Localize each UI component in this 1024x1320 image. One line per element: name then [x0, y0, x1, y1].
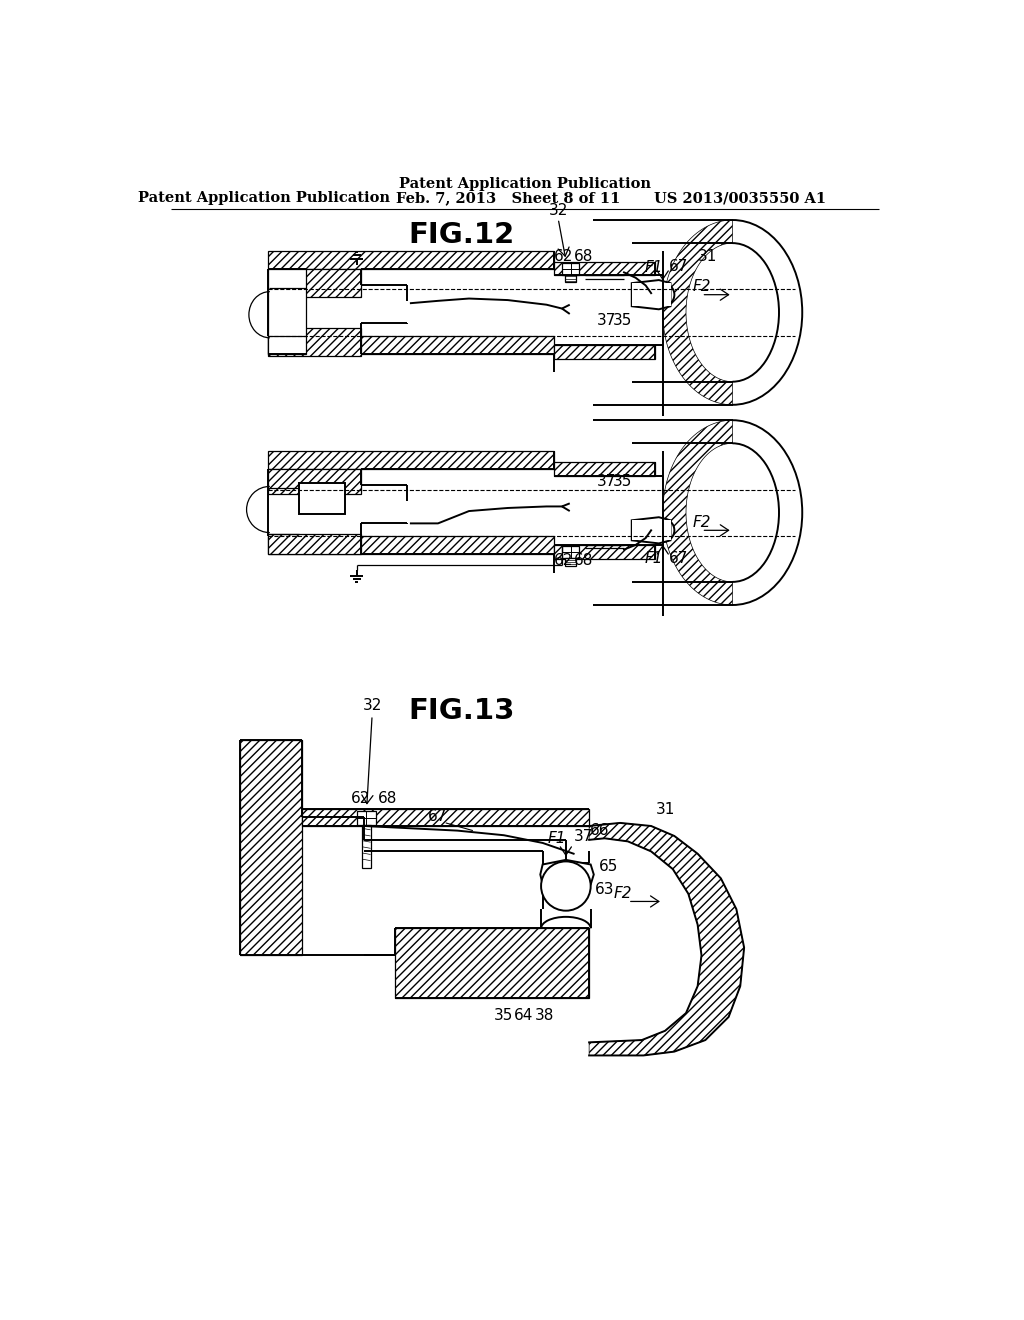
Polygon shape — [663, 220, 732, 405]
Text: 32: 32 — [362, 698, 382, 713]
Polygon shape — [541, 859, 594, 888]
Text: FIG.12: FIG.12 — [409, 222, 514, 249]
Text: F2: F2 — [692, 515, 711, 531]
Text: 37: 37 — [597, 313, 616, 327]
Text: F1: F1 — [644, 552, 663, 566]
Text: 67: 67 — [669, 259, 688, 273]
Text: FIG.13: FIG.13 — [408, 697, 514, 725]
Bar — [632, 520, 671, 540]
Bar — [356, 812, 376, 825]
Bar — [554, 345, 655, 359]
Text: 64: 64 — [514, 1008, 532, 1023]
Polygon shape — [632, 517, 671, 544]
Text: US 2013/0035550 A1: US 2013/0035550 A1 — [654, 191, 826, 206]
Text: 37: 37 — [574, 829, 593, 845]
Polygon shape — [632, 280, 671, 309]
Circle shape — [541, 862, 591, 911]
Text: 31: 31 — [698, 249, 718, 264]
Text: 63: 63 — [595, 882, 614, 898]
Text: 62: 62 — [554, 553, 573, 568]
Bar — [554, 462, 655, 475]
Bar — [302, 809, 589, 826]
Bar — [299, 483, 345, 513]
Bar — [267, 327, 360, 355]
Text: 37: 37 — [597, 474, 616, 490]
Bar — [565, 275, 575, 282]
Bar — [267, 535, 360, 554]
Text: 35: 35 — [612, 313, 632, 327]
Bar — [554, 545, 655, 558]
Text: F1: F1 — [547, 830, 566, 846]
Text: 32: 32 — [549, 203, 568, 218]
Bar — [395, 928, 589, 998]
Bar — [267, 536, 554, 554]
Bar — [632, 284, 671, 306]
Text: 65: 65 — [599, 859, 618, 874]
Text: F2: F2 — [613, 886, 632, 902]
Text: 31: 31 — [655, 801, 675, 817]
Text: 35: 35 — [495, 1008, 514, 1023]
Text: 35: 35 — [612, 474, 632, 490]
Bar — [267, 269, 360, 297]
Circle shape — [651, 519, 675, 541]
Text: Feb. 7, 2013   Sheet 8 of 11: Feb. 7, 2013 Sheet 8 of 11 — [395, 191, 620, 206]
Bar — [554, 261, 655, 276]
Text: 68: 68 — [574, 553, 593, 568]
Bar — [267, 269, 306, 354]
Bar — [241, 739, 302, 956]
Text: 68: 68 — [574, 249, 593, 264]
Bar — [267, 470, 360, 494]
Bar — [267, 335, 554, 354]
Text: 68: 68 — [378, 791, 397, 805]
Text: Patent Application Publication: Patent Application Publication — [137, 191, 389, 206]
Bar — [267, 451, 554, 470]
Polygon shape — [589, 822, 744, 1056]
Text: F2: F2 — [692, 280, 711, 294]
Text: 38: 38 — [535, 1008, 554, 1023]
Text: 62: 62 — [351, 791, 371, 805]
Text: 67: 67 — [669, 552, 688, 566]
Polygon shape — [663, 420, 732, 605]
Text: Patent Application Publication: Patent Application Publication — [398, 177, 651, 191]
Bar — [562, 263, 579, 275]
Text: F1: F1 — [644, 260, 663, 276]
Text: 67: 67 — [428, 809, 447, 824]
Text: 62: 62 — [554, 249, 573, 264]
Bar — [565, 558, 575, 566]
Circle shape — [651, 284, 675, 306]
Text: 66: 66 — [590, 824, 609, 838]
Bar — [362, 825, 371, 867]
Bar — [562, 546, 579, 558]
Bar — [267, 251, 554, 269]
